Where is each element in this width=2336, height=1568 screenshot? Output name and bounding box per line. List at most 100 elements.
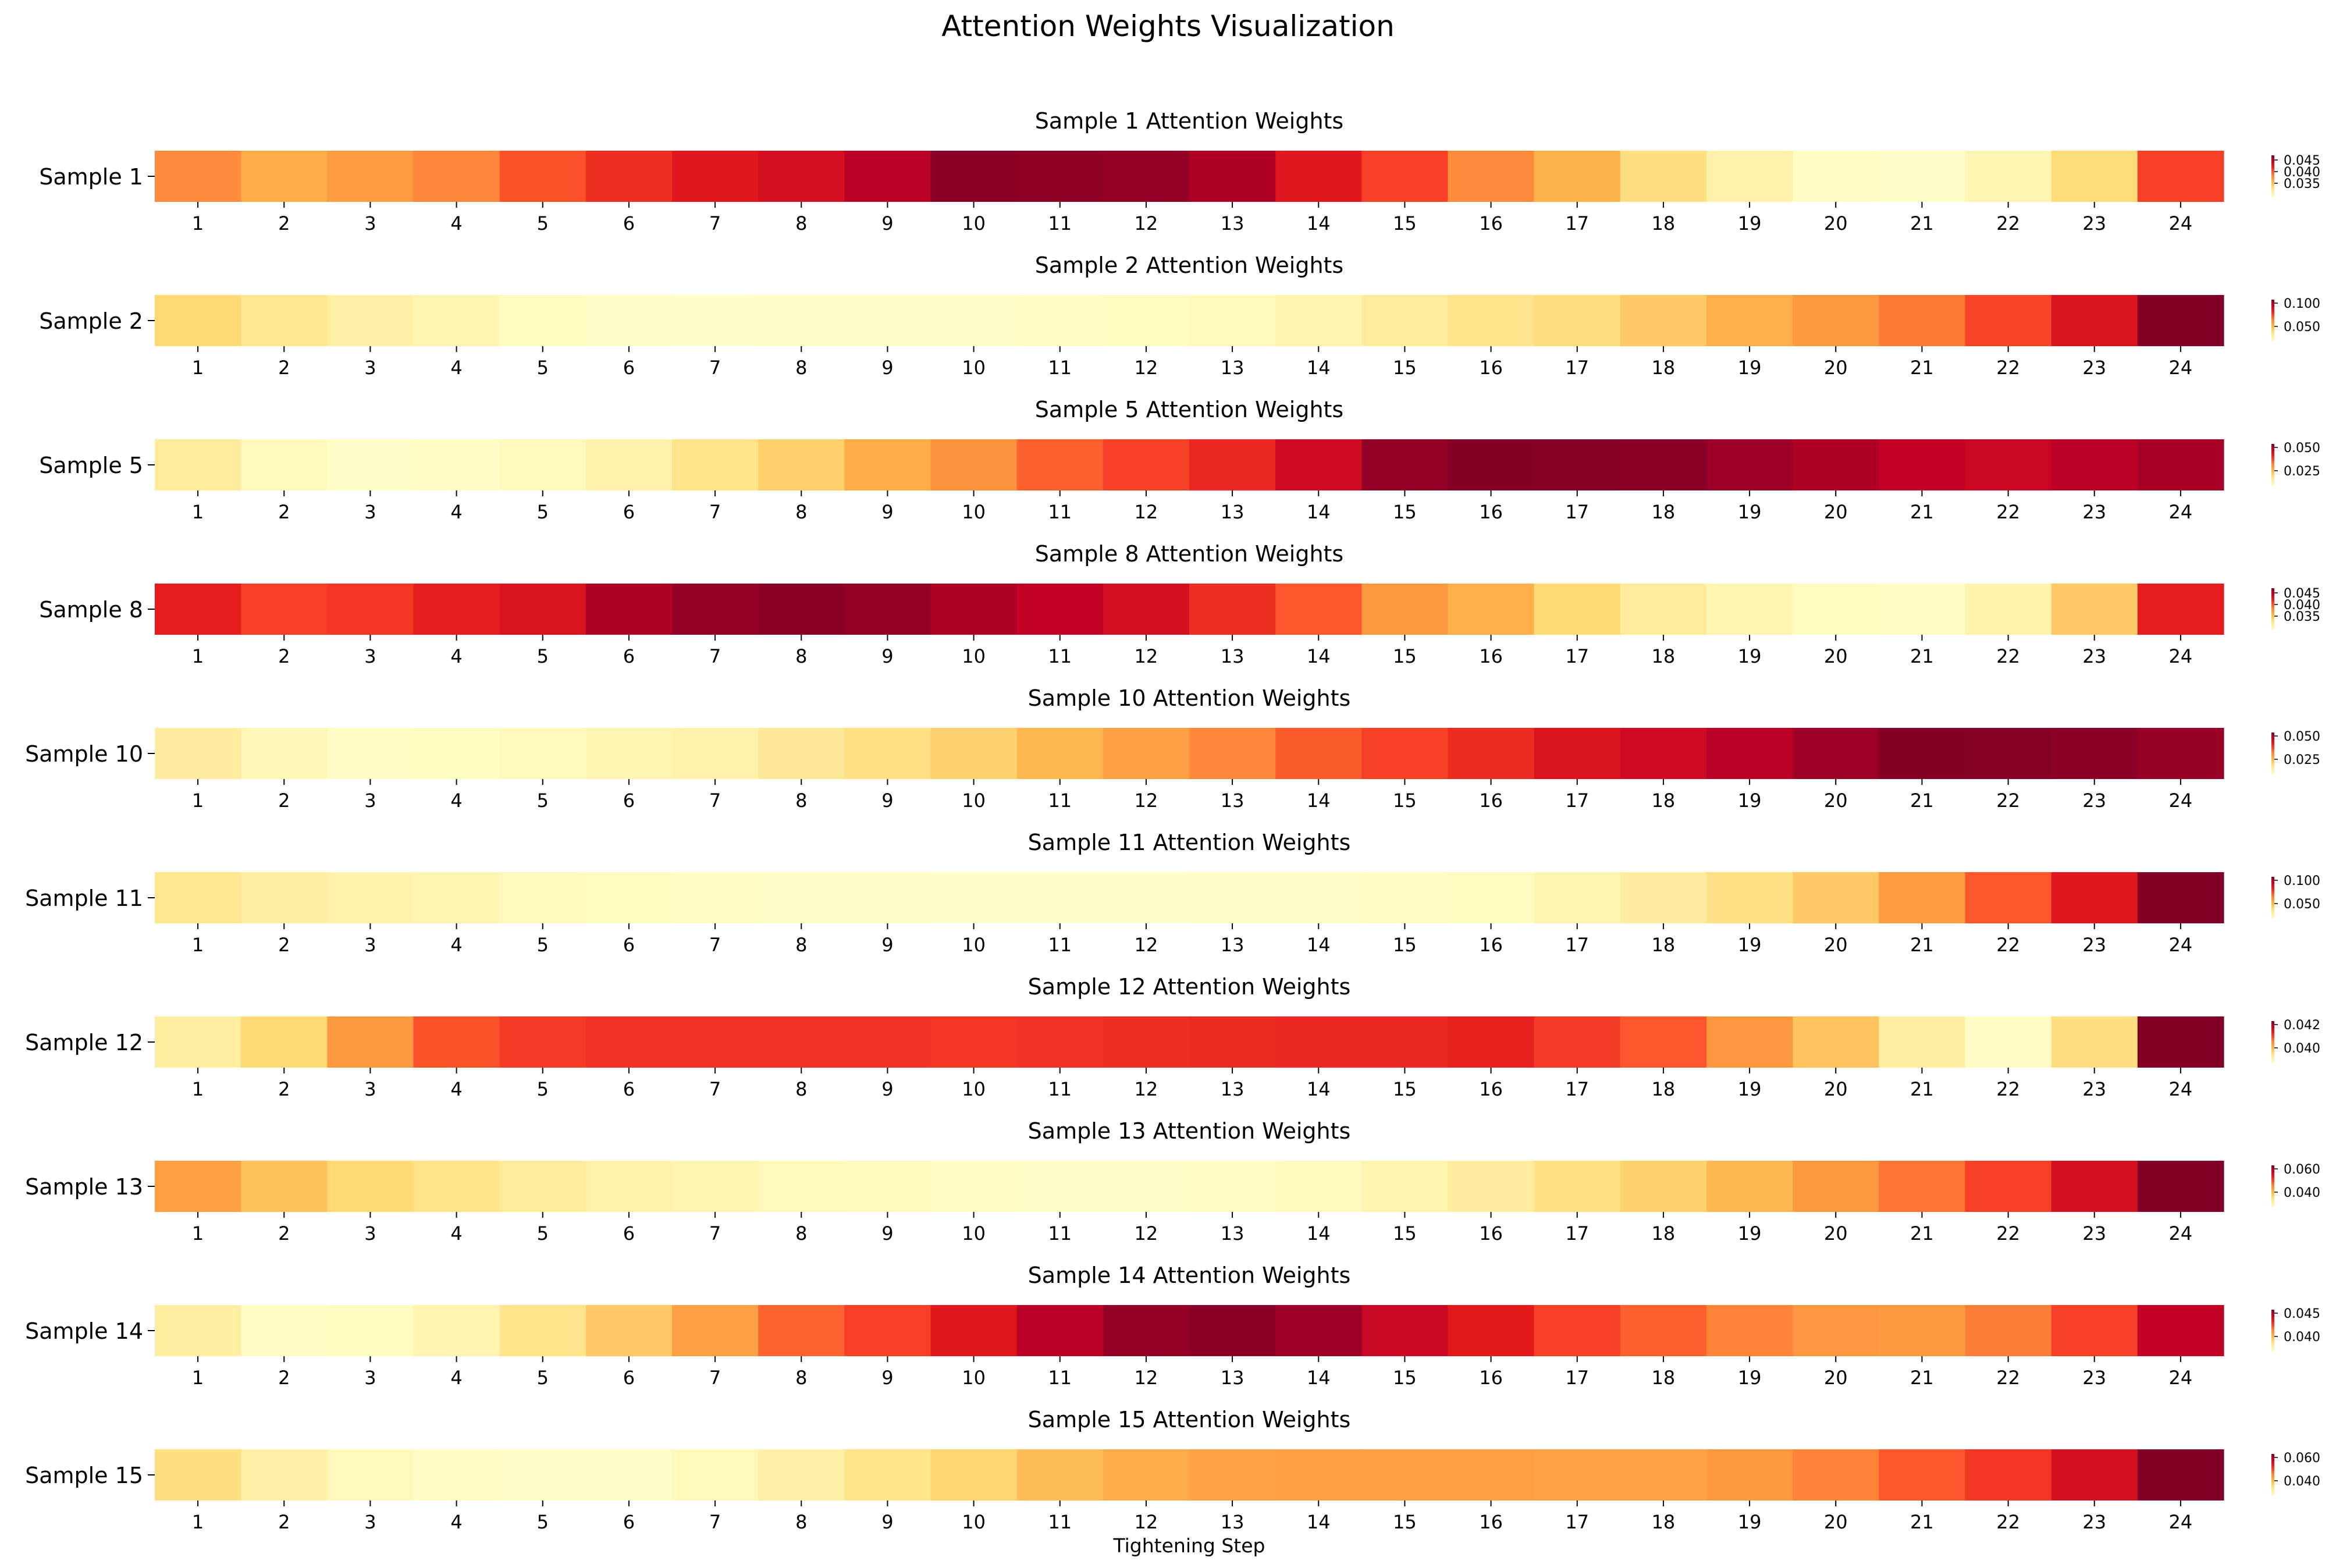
heatmap-cell <box>930 1305 1018 1356</box>
x-tick-label: 23 <box>2082 934 2106 956</box>
heatmap-cell <box>1534 1016 1621 1068</box>
x-tick-label: 21 <box>1910 1222 1934 1245</box>
heatmap-cell <box>1361 1305 1449 1356</box>
x-tick-label: 23 <box>2082 790 2106 812</box>
colorbar-tick-label: 0.025 <box>2284 464 2320 479</box>
heatmap-cell <box>1016 1161 1104 1212</box>
x-tick-label: 6 <box>623 1367 635 1389</box>
x-tick-label: 8 <box>795 645 807 667</box>
colorbar-tick-label: 0.042 <box>2284 1018 2320 1033</box>
heatmap-cell <box>2051 872 2138 923</box>
colorbar-tick-label: 0.050 <box>2284 730 2320 744</box>
heatmap-cell <box>1189 151 1276 202</box>
x-tick-label: 2 <box>278 645 290 667</box>
heatmap-cell <box>672 295 759 346</box>
heatmap-cell <box>1620 1016 1707 1068</box>
heatmap-cell <box>2137 1305 2224 1356</box>
heatmap-cell <box>413 728 500 779</box>
heatmap-cell <box>585 584 673 635</box>
x-tick-label: 19 <box>1738 1511 1762 1533</box>
heatmap-cell <box>2051 1161 2138 1212</box>
heatmap-cell <box>241 728 328 779</box>
colorbar <box>2271 1021 2274 1063</box>
x-tick-label: 14 <box>1307 790 1331 812</box>
heatmap-cell <box>155 151 241 202</box>
heatmap-cell <box>1706 295 1793 346</box>
x-tick-label: 2 <box>278 357 290 379</box>
x-tick-label: 7 <box>709 645 721 667</box>
x-tick-label: 5 <box>537 1367 549 1389</box>
heatmap-cell <box>1534 151 1621 202</box>
heatmap-cell <box>1534 1161 1621 1212</box>
heatmap-cell <box>585 295 673 346</box>
heatmap-cell <box>1189 728 1276 779</box>
heatmap-cell <box>585 151 673 202</box>
x-tick-label: 4 <box>450 645 462 667</box>
heatmap-cell <box>758 728 845 779</box>
x-tick-label: 17 <box>1565 501 1589 523</box>
heatmap-cell <box>844 1161 931 1212</box>
heatmap-cell <box>1965 728 2052 779</box>
heatmap-cell <box>499 584 586 635</box>
x-tick-label: 24 <box>2169 1511 2193 1533</box>
heatmap-cell <box>1534 1449 1621 1501</box>
x-tick-label: 22 <box>1996 1078 2020 1100</box>
heatmap-cell <box>1620 728 1707 779</box>
colorbar-tick-label: 0.025 <box>2284 753 2320 767</box>
x-tick-label: 24 <box>2169 1367 2193 1389</box>
x-tick-label: 4 <box>450 212 462 234</box>
x-tick-label: 2 <box>278 934 290 956</box>
x-tick-label: 11 <box>1048 212 1072 234</box>
x-tick-label: 7 <box>709 790 721 812</box>
row-label: Sample 5 <box>39 453 143 478</box>
x-tick-label: 6 <box>623 501 635 523</box>
heatmap-cell <box>413 1449 500 1501</box>
x-tick-label: 24 <box>2169 790 2193 812</box>
x-tick-label: 15 <box>1393 1078 1417 1100</box>
heatmap-cell <box>844 1449 931 1501</box>
heatmap-cell <box>1448 1449 1535 1501</box>
heatmap-cell <box>155 439 241 490</box>
x-tick-label: 8 <box>795 1511 807 1533</box>
x-tick-label: 2 <box>278 1511 290 1533</box>
x-tick-label: 24 <box>2169 501 2193 523</box>
heatmap-cell <box>1793 584 1879 635</box>
x-tick-label: 3 <box>364 790 376 812</box>
x-tick-label: 18 <box>1652 790 1676 812</box>
x-tick-label: 8 <box>795 1078 807 1100</box>
heatmap-cell <box>1448 1016 1535 1068</box>
heatmap-cell <box>327 151 414 202</box>
heatmap-cell <box>844 872 931 923</box>
colorbar <box>2271 155 2274 197</box>
x-tick-label: 17 <box>1565 357 1589 379</box>
x-tick-label: 16 <box>1479 934 1503 956</box>
heatmap-cell <box>1361 584 1449 635</box>
x-tick-label: 24 <box>2169 934 2193 956</box>
heatmap-cell <box>155 1449 241 1501</box>
heatmap-cell <box>1620 1161 1707 1212</box>
heatmap-cell <box>930 439 1018 490</box>
heatmap-cell <box>930 728 1018 779</box>
row-label: Sample 1 <box>39 164 143 190</box>
x-tick-label: 20 <box>1824 1367 1848 1389</box>
x-tick-label: 24 <box>2169 212 2193 234</box>
heatmap-cell <box>2051 439 2138 490</box>
heatmap-cell <box>413 151 500 202</box>
heatmap-cell <box>413 584 500 635</box>
x-tick-label: 11 <box>1048 1511 1072 1533</box>
heatmap-cell <box>1275 872 1362 923</box>
x-tick-label: 15 <box>1393 501 1417 523</box>
x-tick-label: 4 <box>450 1078 462 1100</box>
heatmap-cell <box>1361 728 1449 779</box>
x-tick-label: 1 <box>192 790 204 812</box>
x-tick-label: 6 <box>623 934 635 956</box>
heatmap-cell <box>844 1016 931 1068</box>
heatmap-cell <box>758 584 845 635</box>
heatmap-cell <box>1189 295 1276 346</box>
x-tick-label: 23 <box>2082 1222 2106 1245</box>
heatmap-cell <box>1189 584 1276 635</box>
x-tick-label: 8 <box>795 1222 807 1245</box>
x-tick-label: 17 <box>1565 1222 1589 1245</box>
